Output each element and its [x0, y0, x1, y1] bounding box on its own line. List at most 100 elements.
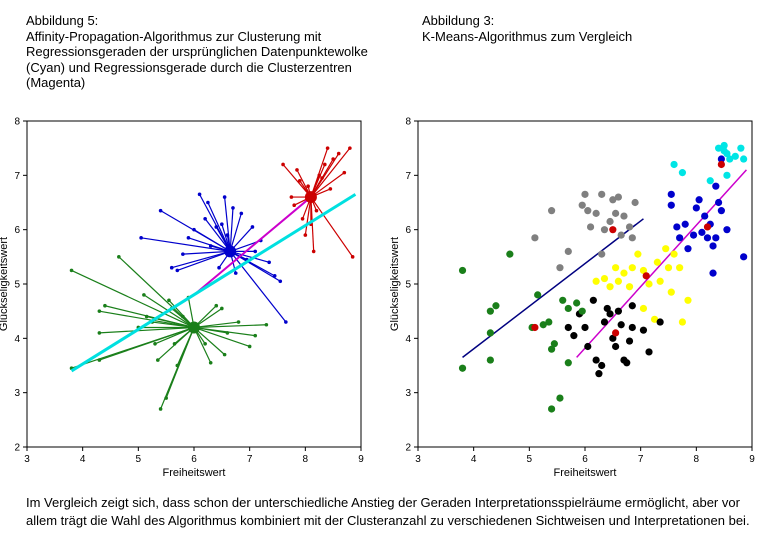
y-axis-label: Glückseligkeitswert	[389, 237, 401, 331]
data-point	[676, 264, 684, 272]
data-point	[142, 293, 146, 297]
data-point	[169, 265, 174, 270]
data-point	[548, 345, 556, 353]
regression-line-centers	[193, 196, 312, 296]
y-tick-label: 8	[14, 117, 20, 128]
caption-line: (Cyan) und Regressionsgerade durch die C…	[26, 59, 352, 75]
y-tick-label: 8	[405, 117, 411, 128]
data-point	[292, 203, 297, 208]
data-point	[220, 222, 224, 227]
data-point	[612, 209, 620, 217]
data-point	[336, 151, 341, 156]
data-point	[709, 242, 717, 250]
data-point	[609, 334, 617, 342]
data-point	[545, 318, 553, 326]
data-point	[253, 333, 258, 338]
data-point	[706, 177, 714, 185]
centroid	[612, 329, 620, 337]
data-point	[645, 348, 653, 356]
x-tick-label: 7	[247, 454, 253, 465]
data-point	[97, 358, 102, 362]
data-point	[158, 208, 163, 213]
data-point	[606, 310, 614, 318]
data-point	[492, 302, 500, 310]
data-point	[486, 356, 494, 364]
caption-line: K-Means-Algorithmus zum Vergleich	[422, 28, 633, 44]
cluster-link	[193, 327, 226, 356]
data-point	[598, 250, 606, 258]
data-point	[306, 184, 310, 188]
data-point	[631, 198, 639, 207]
x-tick-label: 8	[694, 454, 700, 465]
data-point	[628, 234, 636, 242]
caption-left: Abbildung 5: Affinity-Propagation-Algori…	[26, 13, 368, 91]
data-point	[689, 231, 698, 239]
data-point	[715, 144, 723, 152]
data-point	[222, 195, 227, 199]
data-point	[592, 209, 600, 217]
data-point	[653, 258, 661, 266]
data-point	[144, 314, 149, 319]
data-point	[678, 169, 687, 177]
data-point	[603, 304, 611, 313]
data-point	[625, 223, 634, 231]
data-point	[623, 359, 631, 367]
cluster-link	[193, 324, 267, 329]
data-point	[167, 298, 171, 303]
y-tick-label: 2	[14, 443, 20, 454]
data-point	[539, 321, 547, 329]
cluster-link	[193, 326, 256, 337]
data-point	[715, 198, 723, 207]
data-point	[634, 250, 642, 258]
data-point	[676, 234, 684, 242]
data-point	[723, 171, 731, 179]
data-point	[692, 204, 700, 212]
data-point	[617, 231, 625, 239]
cluster-link	[182, 250, 231, 255]
data-point	[156, 358, 160, 362]
data-point	[600, 274, 609, 283]
data-point	[278, 279, 283, 284]
data-point	[217, 265, 221, 270]
cluster-link	[176, 327, 195, 366]
affinity-propagation-chart: 3 4 5 6 7 8 92345678FreiheitswertGlückseligkei…	[0, 117, 364, 480]
data-point	[139, 236, 143, 240]
data-point	[656, 277, 664, 285]
y-axis-label: Glückseligkeitswert	[0, 237, 10, 331]
data-point	[667, 288, 675, 296]
data-point	[556, 264, 564, 272]
data-point	[578, 307, 586, 315]
data-point	[300, 217, 305, 221]
data-point	[726, 155, 734, 163]
data-point	[317, 173, 322, 178]
y-tick-label: 3	[405, 388, 411, 399]
data-point	[534, 291, 542, 299]
data-point	[97, 331, 102, 335]
data-point	[153, 341, 157, 346]
cluster-link	[193, 327, 212, 364]
data-point	[656, 318, 664, 326]
cluster-link	[193, 321, 239, 329]
data-point	[236, 320, 241, 324]
data-point	[667, 201, 675, 209]
x-tick-label: 5	[136, 454, 142, 465]
data-point	[600, 318, 609, 326]
k-means-chart: 3 4 5 6 7 8 92345678FreiheitswertGlückseligkei…	[389, 117, 755, 480]
data-point	[233, 271, 238, 275]
cluster-link	[230, 250, 270, 263]
data-point	[225, 233, 230, 237]
data-point	[717, 155, 725, 163]
data-point	[225, 331, 230, 335]
y-tick-label: 3	[14, 388, 20, 399]
data-point	[311, 249, 316, 254]
x-tick-label: 4	[471, 454, 477, 465]
data-point	[740, 155, 748, 163]
data-point	[639, 266, 648, 275]
data-point	[342, 170, 347, 175]
data-point	[284, 320, 288, 324]
data-point	[214, 225, 219, 229]
footer-line: allem trägt die Wahl des Algorithmus kom…	[26, 512, 750, 528]
data-point	[614, 277, 622, 285]
data-point	[158, 407, 163, 411]
caption-line: Abbildung 3:	[422, 13, 495, 28]
